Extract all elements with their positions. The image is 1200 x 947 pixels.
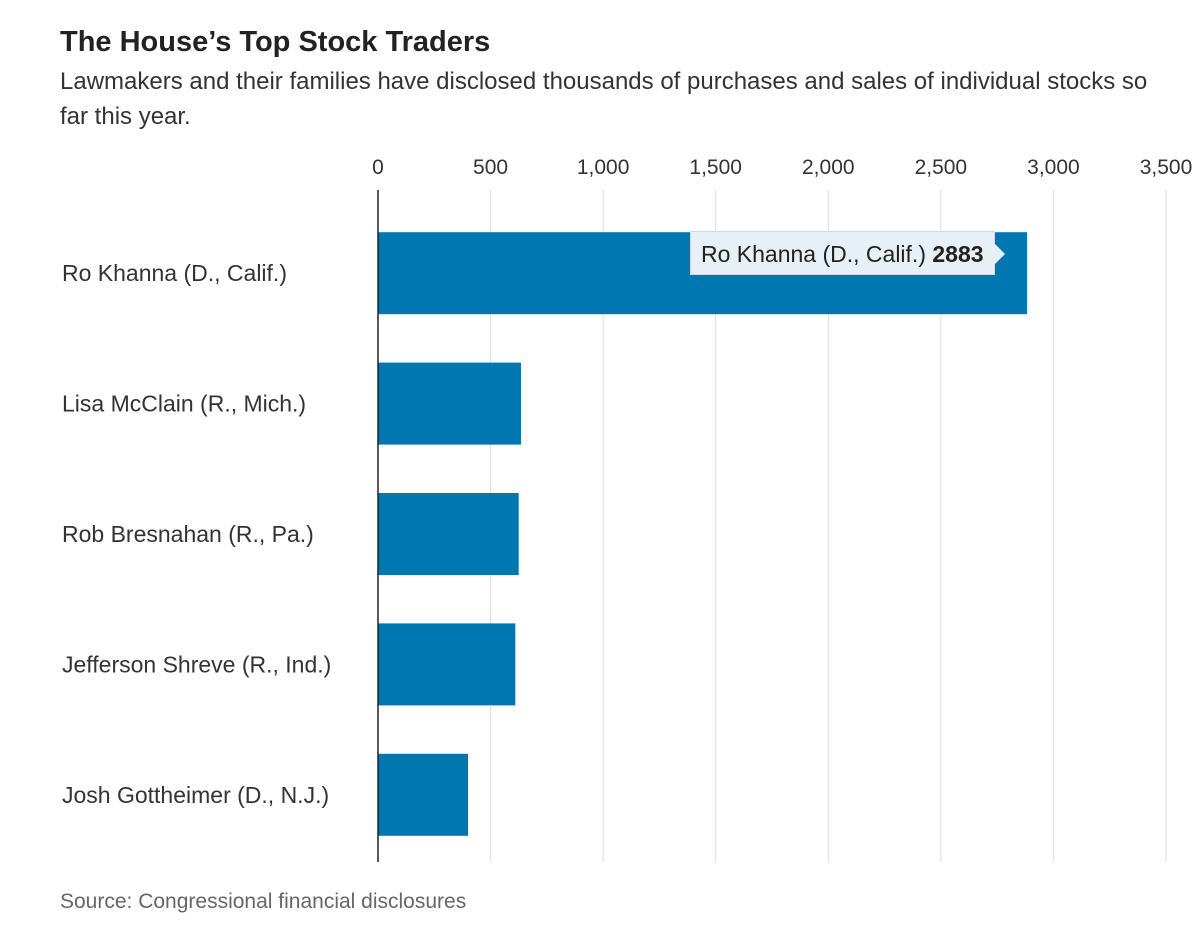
tooltip: Ro Khanna (D., Calif.) 2883: [690, 231, 1005, 275]
bar: [378, 362, 521, 445]
x-tick-label: 500: [473, 156, 508, 179]
tooltip-label: Ro Khanna (D., Calif.): [701, 241, 926, 267]
chart-title: The House’s Top Stock Traders: [60, 26, 491, 58]
bar: [378, 623, 516, 706]
category-label: Lisa McClain (R., Mich.): [62, 391, 306, 417]
bar: [378, 493, 519, 575]
chart-subtitle: Lawmakers and their families have disclo…: [60, 68, 1148, 130]
x-tick-label: 3,500: [1140, 156, 1193, 179]
tooltip-pointer: [993, 243, 1005, 265]
x-tick-label: 3,000: [1027, 156, 1080, 179]
category-label: Josh Gottheimer (D., N.J.): [62, 782, 329, 808]
x-tick-label: 1,000: [577, 156, 630, 179]
x-tick-label: 2,000: [802, 156, 855, 179]
x-tick-label: 2,500: [915, 156, 968, 179]
category-label: Ro Khanna (D., Calif.): [62, 260, 287, 286]
category-label: Jefferson Shreve (R., Ind.): [62, 651, 331, 677]
x-tick-label: 0: [372, 156, 384, 179]
source-note: Source: Congressional financial disclosu…: [60, 890, 467, 913]
tooltip-value: 2883: [932, 241, 984, 267]
bar: [378, 753, 469, 836]
x-tick-label: 1,500: [689, 156, 742, 179]
category-label: Rob Bresnahan (R., Pa.): [62, 521, 314, 547]
